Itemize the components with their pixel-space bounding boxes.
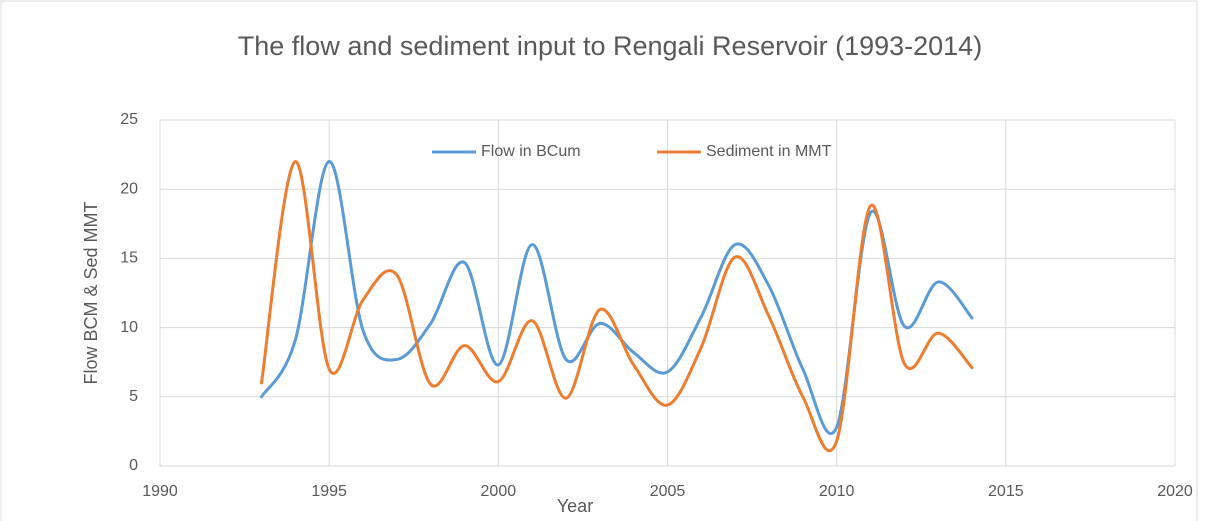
y-tick-label: 25 — [120, 111, 138, 128]
x-tick-label: 2010 — [819, 483, 855, 500]
x-tick-label: 2015 — [988, 483, 1024, 500]
y-tick-label: 5 — [129, 388, 138, 405]
x-tick-label: 2020 — [1157, 483, 1193, 500]
x-tick-label: 2005 — [650, 483, 686, 500]
line-series — [260, 160, 974, 453]
legend-label: Sediment in MMT — [706, 143, 832, 160]
y-tick-label: 15 — [120, 250, 138, 267]
x-tick-label: 1995 — [311, 483, 347, 500]
y-tick-label: 0 — [129, 457, 138, 474]
line-series — [260, 160, 974, 436]
x-tick-label: 1990 — [142, 483, 178, 500]
y-tick-label: 10 — [120, 319, 138, 336]
y-tick-label: 20 — [120, 180, 138, 197]
x-axis-label: Year — [557, 496, 593, 516]
x-tick-label: 2000 — [481, 483, 517, 500]
y-axis-label: Flow BCM & Sed MMT — [81, 201, 101, 384]
chart-title: The flow and sediment input to Rengali R… — [238, 31, 982, 61]
legend-label: Flow in BCum — [481, 143, 581, 160]
